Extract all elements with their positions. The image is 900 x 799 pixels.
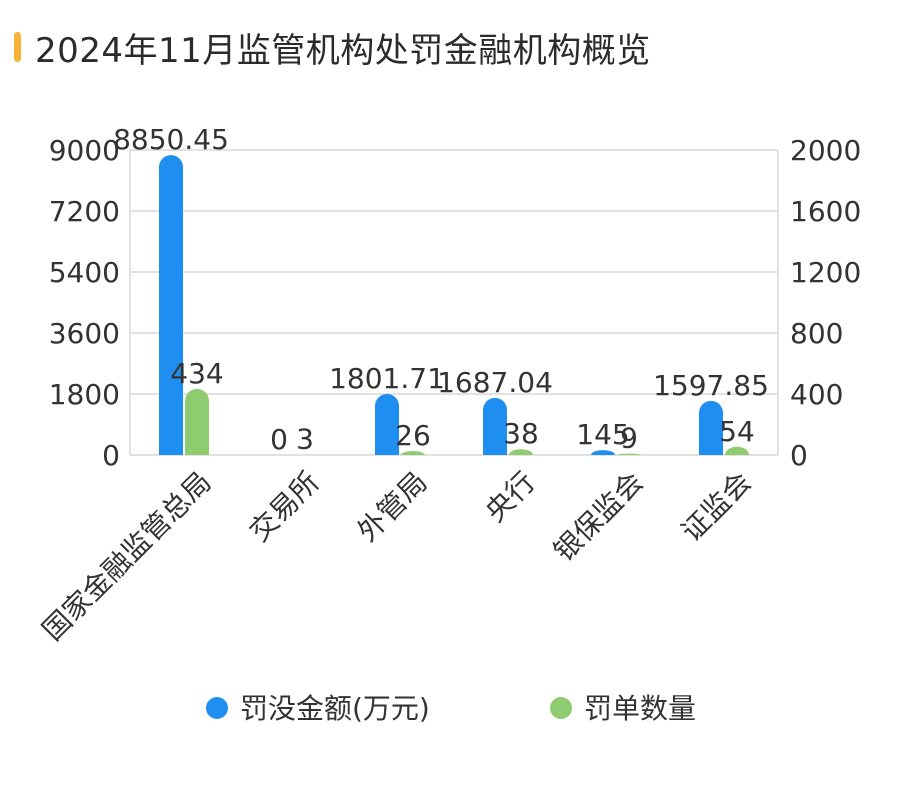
data-label-fine-amount: 145	[576, 418, 629, 451]
x-category-label: 证监会	[675, 465, 758, 548]
data-label-fine-amount: 1687.04	[437, 366, 553, 399]
bar-fine-amount	[159, 155, 183, 455]
title-block: 2024年11月监管机构处罚金融机构概览	[14, 22, 651, 72]
y-right-tick-label: 2000	[790, 134, 861, 167]
y-left-tick-label: 7200	[49, 195, 120, 228]
data-label-penalty-count: 38	[503, 417, 539, 450]
y-left-tick-label: 5400	[49, 256, 120, 289]
y-right-tick-label: 800	[790, 317, 843, 350]
x-category-label: 央行	[479, 465, 542, 528]
y-right-tick-label: 0	[790, 439, 808, 472]
x-category-label: 交易所	[243, 465, 326, 548]
bar-penalty-count	[185, 388, 209, 455]
data-label-fine-amount: 8850.45	[113, 123, 229, 156]
legend-marker-penalty-count	[550, 697, 572, 719]
bar-penalty-count	[509, 449, 533, 455]
y-left-tick-label: 1800	[49, 378, 120, 411]
y-left-tick-label: 3600	[49, 317, 120, 350]
y-right-tick-label: 1200	[790, 256, 861, 289]
y-left-tick-label: 9000	[49, 134, 120, 167]
data-label-penalty-count: 54	[719, 415, 755, 448]
data-label-penalty-count: 9	[620, 422, 638, 455]
bar-penalty-count	[725, 446, 749, 455]
title-accent-bar	[14, 32, 21, 62]
y-left-tick-label: 0	[102, 439, 120, 472]
y-right-tick-label: 1600	[790, 195, 861, 228]
bar-fine-amount	[483, 397, 507, 455]
page-title: 2024年11月监管机构处罚金融机构概览	[35, 30, 651, 71]
bar-fine-amount	[375, 393, 399, 455]
y-right-tick-label: 400	[790, 378, 843, 411]
legend-label-penalty-count: 罚单数量	[584, 692, 696, 725]
data-label-fine-amount: 1597.85	[653, 369, 769, 402]
bar-fine-amount	[591, 450, 615, 455]
legend-label-fine-amount: 罚没金额(万元)	[240, 692, 430, 725]
x-category-label: 国家金融监管总局	[36, 465, 218, 647]
data-label-penalty-count: 26	[395, 419, 431, 452]
data-label-penalty-count: 434	[170, 357, 223, 390]
data-label-penalty-count: 3	[296, 423, 314, 456]
data-label-fine-amount: 1801.71	[329, 362, 445, 395]
x-category-label: 外管局	[351, 465, 434, 548]
bar-penalty-count	[617, 453, 641, 455]
data-label-fine-amount: 0	[270, 423, 288, 456]
bar-penalty-count	[401, 451, 425, 455]
x-category-label: 银保监会	[547, 465, 650, 568]
bar-fine-amount	[699, 400, 723, 455]
legend-marker-fine-amount	[206, 697, 228, 719]
